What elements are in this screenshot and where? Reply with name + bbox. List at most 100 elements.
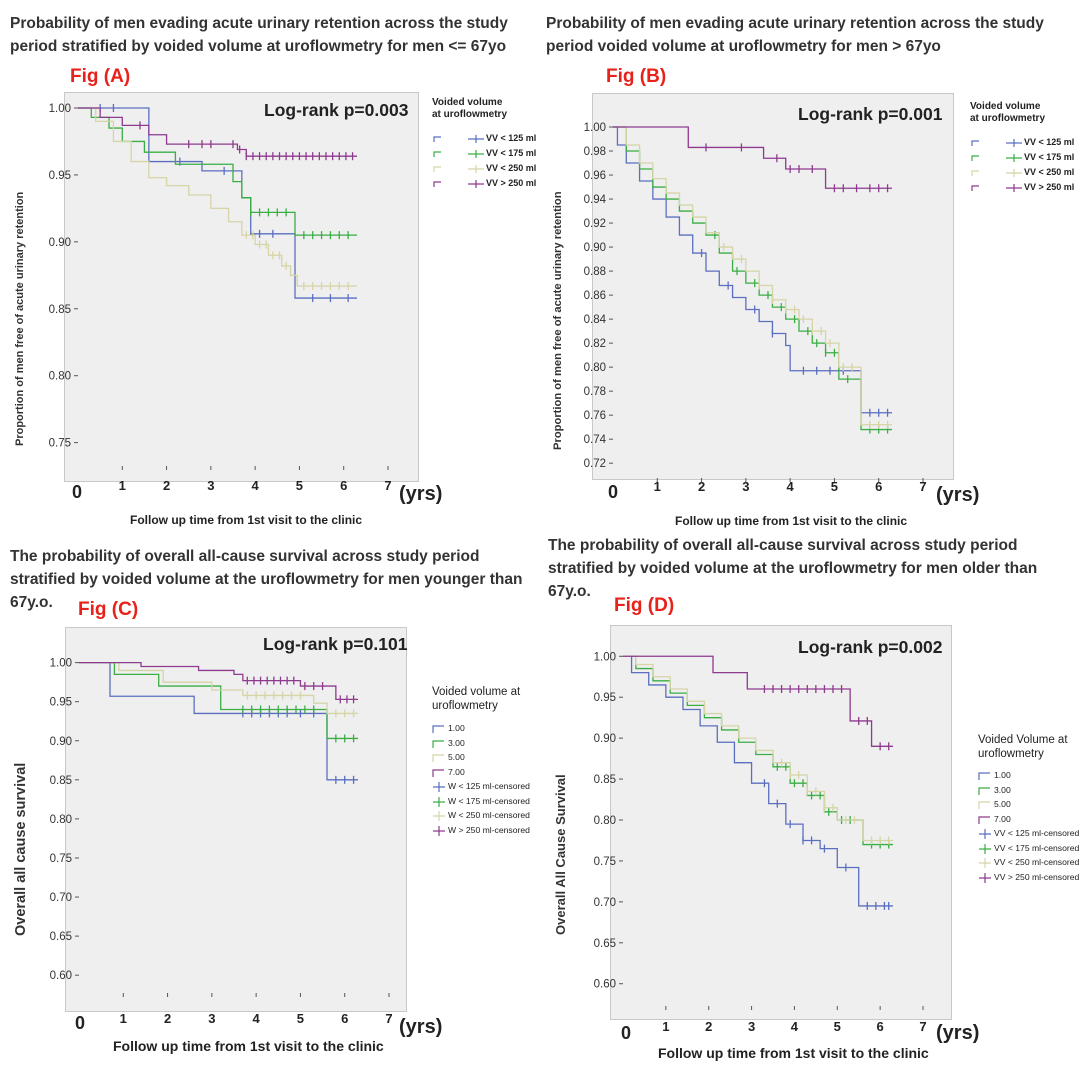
survival-curve xyxy=(78,107,357,299)
panel-title: Probability of men evading acute urinary… xyxy=(10,15,508,55)
legend-swatch xyxy=(971,169,1022,177)
legend-step-glyph xyxy=(978,786,990,795)
legend-step-glyph xyxy=(433,181,441,187)
legend-step-glyph xyxy=(433,136,441,142)
legend-item: VV > 250 ml xyxy=(970,182,1080,197)
y-tick-label: 0.95 xyxy=(49,170,71,182)
legend-swatch xyxy=(433,782,445,792)
x-tick-label: 1 xyxy=(662,1019,669,1034)
legend-swatch xyxy=(971,184,1022,192)
legend-label: W > 250 ml-censored xyxy=(448,824,530,835)
log-rank-annotation: Log-rank p=0.001 xyxy=(798,104,943,124)
x-tick-label: 2 xyxy=(698,479,705,494)
legend-label: 3.00 xyxy=(448,737,465,748)
legend-censor-glyph xyxy=(979,858,991,868)
x-tick-label: 7 xyxy=(384,478,391,493)
legend-item: 5.00 xyxy=(432,752,540,767)
x-tick-label: 3 xyxy=(748,1019,755,1034)
y-tick-label: 1.00 xyxy=(50,658,72,670)
legend-label: W < 250 ml-censored xyxy=(448,810,530,821)
legend: Voided Volume at uroflowmetry 1.00 3.00 5.… xyxy=(978,733,1080,886)
legend-swatch xyxy=(433,825,445,836)
legend-step-glyph xyxy=(971,170,979,176)
legend-item: VV < 250 ml xyxy=(970,167,1080,182)
fig-label: Fig (B) xyxy=(606,66,667,87)
survival-curve xyxy=(79,661,358,715)
y-tick-label: 0.78 xyxy=(584,386,606,398)
legend-item: VV > 250 ml xyxy=(432,178,540,193)
y-tick-label: 0.95 xyxy=(594,692,616,704)
legend-swatch xyxy=(971,154,1022,162)
legend-step-glyph xyxy=(971,155,979,161)
chart-svg: 0.72 0.74 0.76 0.78 0.80 0.82 0.84 0.86 0.88 0.90… xyxy=(584,122,927,494)
survival-curve xyxy=(79,661,358,781)
x-tick-label: 1 xyxy=(120,1011,127,1026)
legend-censor-glyph xyxy=(1006,169,1022,177)
legend-entries: 1.00 3.00 5.00 7.00 W < 125 ml-censored W < 1… xyxy=(432,723,540,839)
y-tick-label: 0.80 xyxy=(50,814,72,826)
panel-a: Probability of men evading acute urinary… xyxy=(0,0,540,540)
legend-item: W < 250 ml-censored xyxy=(432,810,540,825)
y-tick-label: 0.88 xyxy=(584,266,606,278)
y-tick-label: 0.80 xyxy=(594,815,616,827)
legend-swatch xyxy=(979,843,991,854)
legend-entries: VV < 125 ml VV < 175 ml VV < 250 ml VV > 25… xyxy=(970,137,1080,197)
y-tick-label: 0.75 xyxy=(594,856,616,868)
x-unit-label: (yrs) xyxy=(936,484,980,506)
fig-label: Fig (A) xyxy=(70,66,131,87)
y-tick-label: 1.00 xyxy=(49,103,71,115)
legend-label: 5.00 xyxy=(448,752,465,763)
x-tick-label: 1 xyxy=(654,479,661,494)
legend: Voided volume at uroflowmetry VV < 125 m… xyxy=(432,97,540,193)
legend-censor-glyph xyxy=(433,796,445,807)
legend-item: VV < 125 ml xyxy=(432,133,540,148)
survival-curve xyxy=(623,655,893,907)
chart-svg: 0.60 0.65 0.70 0.75 0.80 0.85 0.90 0.95 1.00 1 2 3 4… xyxy=(50,658,393,1026)
y-tick-label: 0.82 xyxy=(584,338,606,350)
y-tick-label: 0.70 xyxy=(50,892,72,904)
legend-entries: 1.00 3.00 5.00 7.00 VV < 125 ml-censored VV <… xyxy=(978,770,1080,886)
legend-swatch xyxy=(432,739,444,748)
y-tick-label: 0.70 xyxy=(594,897,616,909)
legend-item: VV < 175 ml xyxy=(970,152,1080,167)
y-tick-label: 0.94 xyxy=(584,194,607,206)
x-tick-label: 5 xyxy=(834,1019,841,1034)
legend-entries: VV < 125 ml VV < 175 ml VV < 250 ml VV > 25… xyxy=(432,133,540,193)
survival-curve xyxy=(613,126,892,414)
legend-label: VV < 250 ml xyxy=(486,163,537,174)
survival-curve xyxy=(79,661,358,701)
legend-item: W < 125 ml-censored xyxy=(432,781,540,796)
legend-step-glyph xyxy=(432,725,444,733)
legend-item: 1.00 xyxy=(432,723,540,738)
x-tick-label: 5 xyxy=(831,479,838,494)
chart-svg: 0.60 0.65 0.70 0.75 0.80 0.85 0.90 0.95 1.00 1 2 3 4… xyxy=(594,651,927,1034)
legend: Voided volume at uroflowmetry VV < 125 m… xyxy=(970,101,1080,197)
plot-area xyxy=(65,627,407,1012)
legend-label: VV < 125 ml xyxy=(486,133,537,144)
fig-label: Fig (C) xyxy=(78,599,139,620)
legend-swatch xyxy=(971,139,1022,147)
legend-label: W < 175 ml-censored xyxy=(448,795,530,806)
x-tick-label: 2 xyxy=(705,1019,712,1034)
fig-label: Fig (D) xyxy=(614,595,675,616)
legend-item: VV < 250 ml xyxy=(432,163,540,178)
legend-label: VV > 250 ml-censored xyxy=(994,871,1080,882)
legend-swatch xyxy=(978,786,990,795)
panel-b: Probability of men evading acute urinary… xyxy=(540,0,1080,540)
y-tick-label: 0.90 xyxy=(50,736,72,748)
legend-step-glyph xyxy=(978,815,990,824)
y-tick-label: 0.85 xyxy=(49,304,71,316)
legend-swatch xyxy=(433,165,484,173)
y-tick-label: 0.90 xyxy=(594,733,616,745)
y-tick-label: 0.92 xyxy=(584,218,606,230)
legend-item: W > 250 ml-censored xyxy=(432,825,540,840)
legend-item: 5.00 xyxy=(978,799,1080,814)
survival-curve xyxy=(623,655,893,842)
legend: Voided volume at uroflowmetry 1.00 3.00 5.… xyxy=(432,685,540,839)
legend-label: 3.00 xyxy=(994,784,1011,795)
x-tick-label: 5 xyxy=(297,1011,304,1026)
legend-swatch xyxy=(433,150,484,158)
y-tick-label: 0.80 xyxy=(584,362,606,374)
x-tick-label: 7 xyxy=(385,1011,392,1026)
legend-swatch xyxy=(432,754,444,762)
